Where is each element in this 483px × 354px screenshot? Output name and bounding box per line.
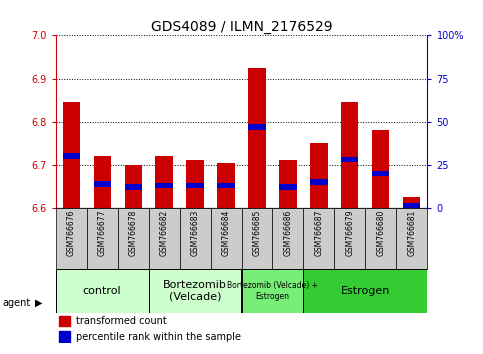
- Bar: [280, 160, 297, 208]
- Bar: [94, 181, 111, 187]
- Text: GSM766687: GSM766687: [314, 210, 324, 256]
- Bar: [248, 124, 266, 130]
- Bar: [217, 183, 235, 188]
- Text: agent: agent: [2, 298, 30, 308]
- FancyBboxPatch shape: [211, 208, 242, 269]
- Text: Bortezomib (Velcade) +
Estrogen: Bortezomib (Velcade) + Estrogen: [227, 281, 318, 301]
- Bar: [156, 156, 172, 208]
- FancyBboxPatch shape: [149, 208, 180, 269]
- Text: control: control: [83, 286, 121, 296]
- Text: GSM766676: GSM766676: [67, 210, 75, 256]
- Title: GDS4089 / ILMN_2176529: GDS4089 / ILMN_2176529: [151, 21, 332, 34]
- Text: Estrogen: Estrogen: [341, 286, 390, 296]
- Bar: [94, 156, 111, 208]
- Bar: [62, 153, 80, 159]
- Text: GSM766680: GSM766680: [376, 210, 385, 256]
- Text: GSM766682: GSM766682: [159, 210, 169, 256]
- FancyBboxPatch shape: [397, 208, 427, 269]
- Bar: [248, 68, 266, 208]
- Text: GSM766683: GSM766683: [190, 210, 199, 256]
- Text: GSM766681: GSM766681: [408, 210, 416, 256]
- Bar: [280, 184, 297, 190]
- FancyBboxPatch shape: [272, 208, 303, 269]
- FancyBboxPatch shape: [242, 208, 272, 269]
- FancyBboxPatch shape: [86, 208, 117, 269]
- Text: GSM766684: GSM766684: [222, 210, 230, 256]
- FancyBboxPatch shape: [303, 208, 334, 269]
- Bar: [59, 316, 71, 326]
- Bar: [156, 183, 172, 188]
- Text: Bortezomib
(Velcade): Bortezomib (Velcade): [163, 280, 227, 302]
- Bar: [59, 331, 71, 342]
- Bar: [341, 102, 358, 208]
- Bar: [56, 269, 149, 313]
- FancyBboxPatch shape: [334, 208, 366, 269]
- Text: GSM766686: GSM766686: [284, 210, 293, 256]
- Bar: [217, 162, 235, 208]
- Bar: [242, 269, 303, 313]
- Bar: [341, 157, 358, 162]
- Text: transformed count: transformed count: [76, 316, 167, 326]
- Bar: [186, 183, 203, 188]
- Bar: [62, 102, 80, 208]
- Bar: [125, 184, 142, 190]
- Bar: [372, 130, 389, 208]
- Bar: [186, 160, 203, 208]
- Bar: [311, 143, 327, 208]
- Text: GSM766679: GSM766679: [345, 210, 355, 256]
- Bar: [125, 165, 142, 208]
- Bar: [403, 203, 421, 209]
- Bar: [372, 171, 389, 176]
- Text: GSM766685: GSM766685: [253, 210, 261, 256]
- Text: ▶: ▶: [35, 298, 43, 308]
- FancyBboxPatch shape: [366, 208, 397, 269]
- Text: GSM766677: GSM766677: [98, 210, 107, 256]
- FancyBboxPatch shape: [56, 208, 86, 269]
- FancyBboxPatch shape: [117, 208, 149, 269]
- FancyBboxPatch shape: [180, 208, 211, 269]
- Bar: [403, 197, 421, 208]
- Bar: [311, 179, 327, 185]
- Text: GSM766678: GSM766678: [128, 210, 138, 256]
- Text: percentile rank within the sample: percentile rank within the sample: [76, 332, 241, 342]
- Bar: [149, 269, 242, 313]
- Bar: [303, 269, 427, 313]
